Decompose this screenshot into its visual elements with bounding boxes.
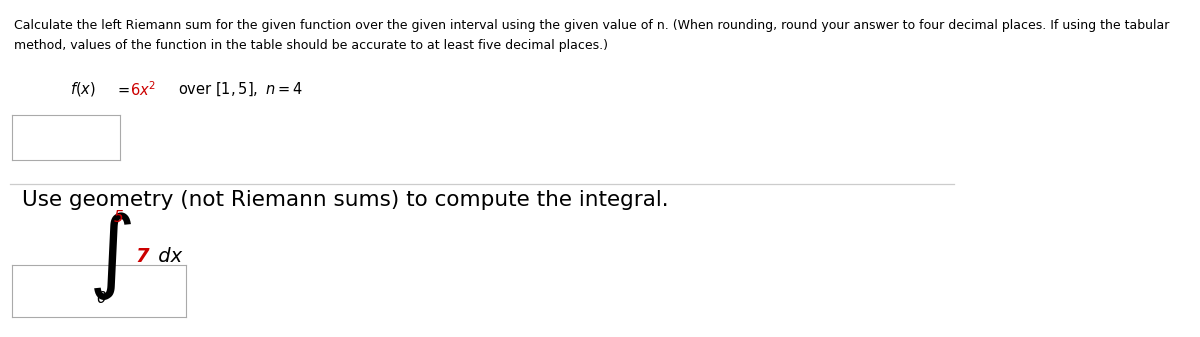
Text: $f(x)$: $f(x)$ xyxy=(70,80,96,98)
Text: dx: dx xyxy=(152,247,182,266)
Text: 7: 7 xyxy=(136,247,149,266)
Text: $=$: $=$ xyxy=(115,82,131,97)
Text: method, values of the function in the table should be accurate to at least five : method, values of the function in the ta… xyxy=(14,39,608,52)
Text: $\int$: $\int$ xyxy=(88,210,132,302)
Text: 5: 5 xyxy=(114,210,124,225)
Text: 0: 0 xyxy=(96,291,106,306)
Text: over $[1, 5],\ n = 4$: over $[1, 5],\ n = 4$ xyxy=(178,81,302,98)
Text: Calculate the left Riemann sum for the given function over the given interval us: Calculate the left Riemann sum for the g… xyxy=(14,19,1170,32)
Text: Use geometry (not Riemann sums) to compute the integral.: Use geometry (not Riemann sums) to compu… xyxy=(22,190,668,210)
Text: $6x^2$: $6x^2$ xyxy=(130,80,156,99)
